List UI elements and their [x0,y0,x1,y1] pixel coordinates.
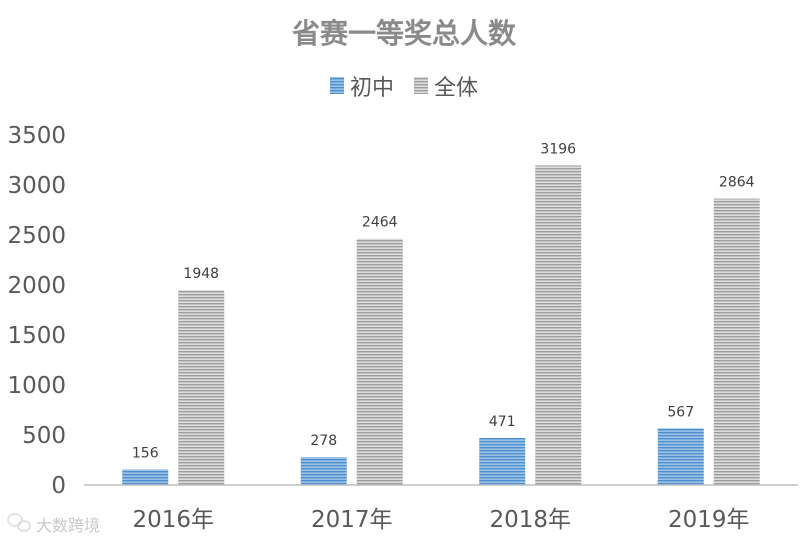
legend-swatch-junior [330,77,344,94]
legend-item-junior: 初中 [330,76,394,101]
wechat-logo-icon [7,513,31,532]
y-tick-label: 3500 [7,123,66,149]
data-label-total-3: 2864 [719,175,755,191]
legend: 初中 全体 [330,76,478,101]
legend-label-junior: 初中 [350,76,394,101]
x-tick-label: 2017年 [311,507,393,533]
y-tick-label: 0 [51,473,66,499]
bar-junior-0 [122,469,169,485]
data-label-total-0: 1948 [183,266,219,282]
bars [122,165,760,485]
y-tick-label: 500 [22,423,66,449]
chart-title: 省赛一等奖总人数 [292,17,517,50]
data-label-junior-3: 567 [667,404,694,420]
data-label-junior-2: 471 [489,414,516,430]
bar-total-0 [178,290,225,485]
legend-label-total: 全体 [434,76,478,101]
data-label-junior-0: 156 [132,445,159,461]
x-axis: 2016年 2017年 2018年 2019年 [84,484,798,533]
y-tick-label: 3000 [7,173,66,199]
y-tick-label: 2000 [7,273,66,299]
data-label-total-1: 2464 [362,215,398,231]
y-tick-label: 1000 [7,373,66,399]
legend-swatch-total [414,77,428,94]
bar-total-1 [356,238,403,485]
data-label-junior-1: 278 [310,433,337,449]
x-tick-label: 2018年 [489,507,571,533]
legend-item-total: 全体 [414,76,478,101]
bar-junior-1 [300,457,347,485]
y-tick-label: 1500 [7,323,66,349]
y-axis: 0 500 1000 1500 2000 2500 3000 3500 [7,123,66,499]
data-label-total-2: 3196 [540,141,576,157]
watermark-text: 大数跨境 [36,516,100,535]
x-tick-label: 2016年 [132,507,214,533]
data-labels: 156 1948 278 2464 471 3196 567 2864 [132,141,755,461]
x-tick-label: 2019年 [668,507,750,533]
bar-junior-3 [657,428,704,485]
watermark: 大数跨境 [7,513,100,535]
bar-total-2 [535,165,582,485]
bar-total-3 [713,198,760,485]
y-tick-label: 2500 [7,223,66,249]
bar-junior-2 [479,437,526,485]
